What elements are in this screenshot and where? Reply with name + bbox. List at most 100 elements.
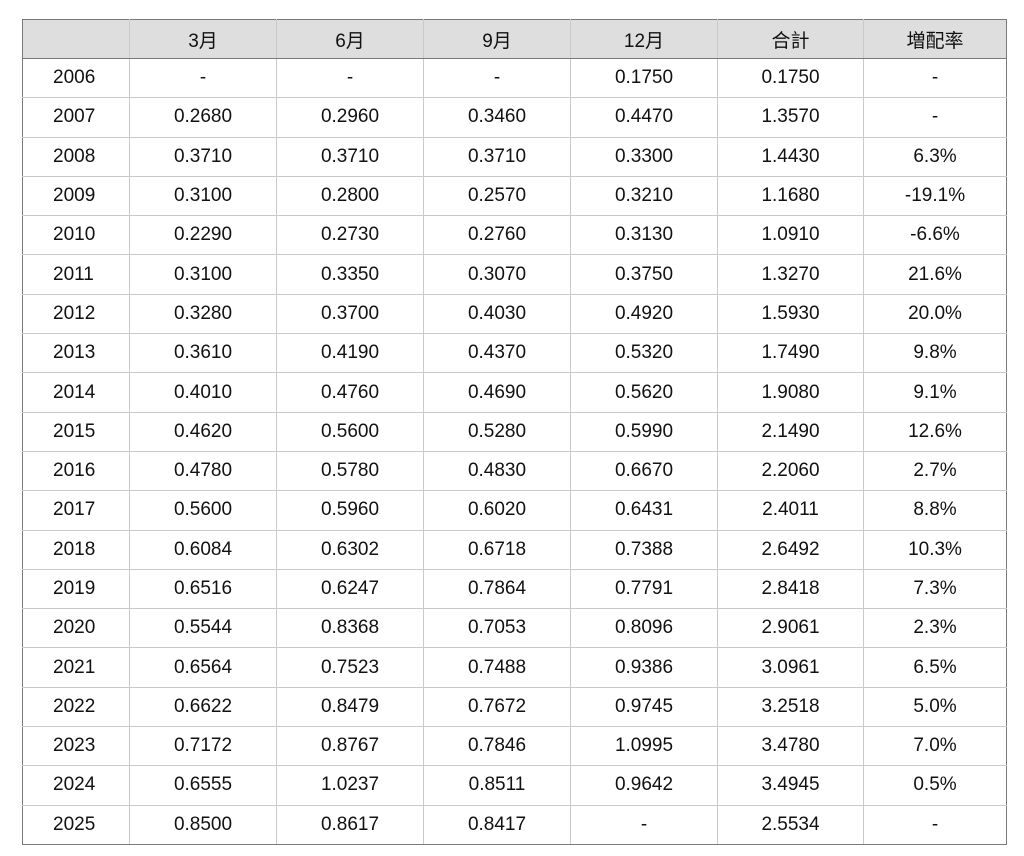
total-cell: 3.0961 (717, 647, 864, 688)
march-cell: 0.4620 (129, 411, 277, 452)
table-row: 2009 0.3100 0.2800 0.2570 0.3210 1.1680 -19.1% (22, 175, 1007, 217)
year-cell: 2023 (22, 726, 130, 767)
june-cell: 0.2960 (276, 97, 424, 138)
march-cell: 0.2680 (129, 97, 277, 138)
header-march: 3月 (129, 19, 277, 59)
september-cell: 0.4370 (423, 333, 571, 374)
table-row: 2020 0.5544 0.8368 0.7053 0.8096 2.9061 2.3% (22, 608, 1007, 649)
june-cell: 0.8368 (276, 608, 424, 649)
year-cell: 2013 (22, 333, 130, 374)
table-row: 2006- - -0.1750 0.1750- (22, 57, 1007, 99)
growth-rate-cell: - (863, 97, 1007, 138)
total-cell: 1.3570 (717, 97, 864, 138)
table-row: 2013 0.3610 0.4190 0.4370 0.5320 1.7490 9.8% (22, 333, 1007, 374)
growth-rate-cell: 5.0% (863, 686, 1007, 728)
year-cell: 2021 (22, 647, 130, 688)
year-cell: 2006 (22, 57, 130, 99)
table-row: 2021 0.6564 0.7523 0.7488 0.9386 3.0961 6.5% (22, 647, 1007, 688)
september-cell: 0.7488 (423, 647, 571, 688)
march-cell: 0.3280 (129, 293, 277, 335)
growth-rate-cell: 0.5% (863, 765, 1007, 806)
growth-rate-cell: 2.3% (863, 608, 1007, 649)
september-cell: 0.4830 (423, 450, 571, 492)
year-cell: 2016 (22, 450, 130, 492)
september-cell: 0.7864 (423, 568, 571, 610)
total-cell: 1.4430 (717, 136, 864, 177)
growth-rate-cell: 10.3% (863, 529, 1007, 570)
june-cell: 0.4190 (276, 333, 424, 374)
december-cell: 0.9642 (570, 765, 718, 806)
table-row: 2015 0.4620 0.5600 0.5280 0.5990 2.1490 12.6% (22, 411, 1007, 452)
september-cell: - (423, 57, 571, 99)
growth-rate-cell: 6.5% (863, 647, 1007, 688)
table-row: 2010 0.2290 0.2730 0.2760 0.3130 1.0910 -6.6% (22, 215, 1007, 256)
june-cell: 0.5780 (276, 450, 424, 492)
growth-rate-cell: -6.6% (863, 215, 1007, 256)
dividend-table: 3月 6月 9月 12月 合計 増配率 2006- - -0.1750 0.1750-… (22, 19, 1007, 845)
growth-rate-cell: 2.7% (863, 450, 1007, 492)
header-september: 9月 (423, 19, 571, 59)
september-cell: 0.3710 (423, 136, 571, 177)
table-row: 2017 0.5600 0.5960 0.6020 0.6431 2.4011 8.8% (22, 490, 1007, 531)
june-cell: 0.3350 (276, 254, 424, 295)
december-cell: 0.4470 (570, 97, 718, 138)
table-row: 2025 0.8500 0.8617 0.8417-2.5534- (22, 804, 1007, 845)
december-cell: 0.3300 (570, 136, 718, 177)
june-cell: 1.0237 (276, 765, 424, 806)
total-cell: 1.9080 (717, 372, 864, 413)
table-row: 2024 0.6555 1.0237 0.8511 0.9642 3.4945 0.5% (22, 765, 1007, 806)
total-cell: 2.9061 (717, 608, 864, 649)
total-cell: 3.4780 (717, 726, 864, 767)
header-row: 3月 6月 9月 12月 合計 増配率 (22, 19, 1007, 59)
september-cell: 0.7846 (423, 726, 571, 767)
table-row: 2016 0.4780 0.5780 0.4830 0.6670 2.2060 2.7% (22, 450, 1007, 492)
growth-rate-cell: - (863, 804, 1007, 845)
december-cell: 0.3130 (570, 215, 718, 256)
growth-rate-cell: 7.3% (863, 568, 1007, 610)
june-cell: - (276, 57, 424, 99)
year-cell: 2018 (22, 529, 130, 570)
march-cell: - (129, 57, 277, 99)
march-cell: 0.3100 (129, 175, 277, 217)
header-june: 6月 (276, 19, 424, 59)
growth-rate-cell: - (863, 57, 1007, 99)
march-cell: 0.6516 (129, 568, 277, 610)
total-cell: 2.4011 (717, 490, 864, 531)
total-cell: 2.2060 (717, 450, 864, 492)
year-cell: 2019 (22, 568, 130, 610)
table-row: 2007 0.2680 0.2960 0.3460 0.4470 1.3570- (22, 97, 1007, 138)
march-cell: 0.3710 (129, 136, 277, 177)
december-cell: 0.5320 (570, 333, 718, 374)
december-cell: 0.5620 (570, 372, 718, 413)
march-cell: 0.4780 (129, 450, 277, 492)
growth-rate-cell: 9.8% (863, 333, 1007, 374)
growth-rate-cell: 9.1% (863, 372, 1007, 413)
year-cell: 2010 (22, 215, 130, 256)
total-cell: 1.7490 (717, 333, 864, 374)
june-cell: 0.3710 (276, 136, 424, 177)
year-cell: 2015 (22, 411, 130, 452)
march-cell: 0.6564 (129, 647, 277, 688)
header-growth-rate: 増配率 (863, 19, 1007, 59)
june-cell: 0.5600 (276, 411, 424, 452)
june-cell: 0.4760 (276, 372, 424, 413)
september-cell: 0.5280 (423, 411, 571, 452)
total-cell: 0.1750 (717, 57, 864, 99)
table-row: 2012 0.3280 0.3700 0.4030 0.4920 1.5930 20.0% (22, 293, 1007, 335)
june-cell: 0.8479 (276, 686, 424, 728)
september-cell: 0.2760 (423, 215, 571, 256)
table-row: 2022 0.6622 0.8479 0.7672 0.9745 3.2518 5.0% (22, 686, 1007, 728)
march-cell: 0.6555 (129, 765, 277, 806)
september-cell: 0.4690 (423, 372, 571, 413)
growth-rate-cell: 21.6% (863, 254, 1007, 295)
year-cell: 2007 (22, 97, 130, 138)
december-cell: 0.9745 (570, 686, 718, 728)
december-cell: 0.3210 (570, 175, 718, 217)
december-cell: 0.6670 (570, 450, 718, 492)
growth-rate-cell: 6.3% (863, 136, 1007, 177)
table-row: 2019 0.6516 0.6247 0.7864 0.7791 2.8418 7.3% (22, 568, 1007, 610)
header-year (22, 19, 130, 59)
year-cell: 2017 (22, 490, 130, 531)
september-cell: 0.8511 (423, 765, 571, 806)
september-cell: 0.6718 (423, 529, 571, 570)
